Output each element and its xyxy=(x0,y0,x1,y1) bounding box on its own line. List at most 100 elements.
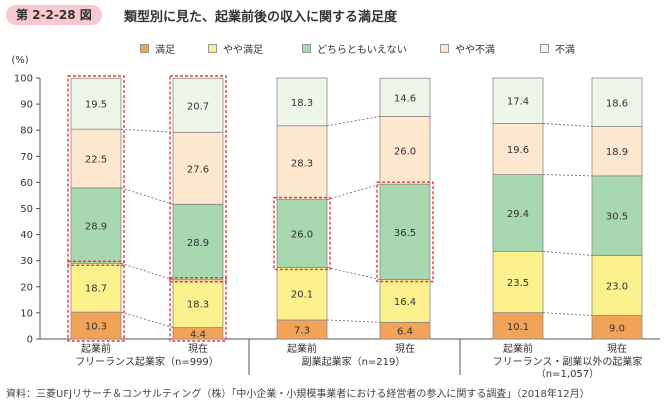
highlight-box xyxy=(273,196,331,271)
y-tick-label: 60 xyxy=(20,178,33,189)
connector-line xyxy=(542,174,593,177)
legend-label: どちらともいえない xyxy=(317,44,407,56)
bar-segment xyxy=(492,123,544,175)
bar-value-label: 28.9 xyxy=(187,238,209,249)
y-tick-label: 30 xyxy=(20,256,33,267)
bar-value-label: 28.3 xyxy=(291,159,313,170)
bar-segment xyxy=(379,77,431,117)
bar-value-label: 20.7 xyxy=(187,101,209,112)
bar-segment xyxy=(70,187,122,264)
bar-segment xyxy=(70,262,122,313)
legend-item-dochira-demo-nai: どちらともいえない xyxy=(302,40,407,56)
y-tick-label: 10 xyxy=(20,308,33,319)
bar-value-label: 9.0 xyxy=(609,323,625,334)
legend-swatch xyxy=(540,43,549,53)
bar-segment xyxy=(379,115,431,185)
y-tick-label: 20 xyxy=(20,282,33,293)
bar-value-label: 18.3 xyxy=(291,98,313,109)
y-tick-label: 80 xyxy=(20,126,33,137)
bar-value-label: 7.3 xyxy=(294,325,310,336)
bar-value-label: 23.0 xyxy=(606,281,628,292)
bar-value-label: 10.3 xyxy=(85,322,107,333)
bar-value-label: 14.6 xyxy=(394,93,416,104)
legend-swatch xyxy=(140,43,149,53)
connector-line xyxy=(542,123,593,127)
bar-segment xyxy=(492,77,544,124)
connector-line xyxy=(326,115,381,127)
bar-value-label: 27.6 xyxy=(187,164,209,175)
y-tick-label: 70 xyxy=(20,152,33,163)
x-group-label-line2: （n=1,057） xyxy=(536,368,599,380)
x-category-label: 現在 xyxy=(395,343,415,355)
highlight-box xyxy=(376,181,434,283)
bar-segment xyxy=(379,183,431,280)
legend-label: 不満 xyxy=(555,44,575,56)
bar-value-label: 19.6 xyxy=(507,145,529,156)
source-footnote: 資料：三菱UFJリサーチ＆コンサルティング（株）「中小企業・小規模事業者における… xyxy=(6,389,590,400)
bar-value-label: 22.5 xyxy=(85,155,107,166)
legend-swatch xyxy=(440,43,449,53)
legend-swatch xyxy=(208,43,217,53)
bar-value-label: 29.4 xyxy=(507,209,529,220)
connector-line xyxy=(542,250,593,256)
bar-segment xyxy=(591,175,643,256)
bar-segment xyxy=(172,131,224,205)
bar-segment xyxy=(276,267,328,321)
x-category-label: 起業前 xyxy=(503,342,533,355)
bar-value-label: 23.5 xyxy=(507,278,529,289)
bar-value-label: 4.4 xyxy=(190,329,206,340)
bar-segment xyxy=(379,279,431,323)
x-category-label: 現在 xyxy=(607,343,627,355)
connector-line xyxy=(120,128,174,133)
figure-number-badge: 第 2-2-28 図 xyxy=(6,5,102,25)
x-category-label: 現在 xyxy=(188,343,208,355)
x-category-label: 起業前 xyxy=(81,342,111,355)
highlight-box xyxy=(169,277,227,342)
bar-value-label: 10.1 xyxy=(507,322,529,333)
bar-segment xyxy=(591,77,643,127)
bar-segment xyxy=(591,255,643,316)
connector-line xyxy=(326,319,381,323)
highlight-box xyxy=(169,75,227,283)
connector-line xyxy=(326,267,381,280)
bar-segment xyxy=(492,174,544,252)
connector-line xyxy=(326,183,381,201)
figure-header: 第 2-2-28 図 類型別に見た、起業前後の収入に関する満足度 xyxy=(0,0,669,30)
bar-value-label: 17.4 xyxy=(507,97,529,108)
connector-line xyxy=(120,262,174,281)
bar-segment xyxy=(276,199,328,268)
highlight-box xyxy=(67,260,125,342)
bar-segment xyxy=(276,125,328,201)
bar-value-label: 6.4 xyxy=(397,327,413,338)
y-tick-label: 0 xyxy=(27,335,33,346)
bar-segment xyxy=(172,203,224,281)
legend-label: やや満足 xyxy=(223,44,263,56)
bar-segment xyxy=(276,77,328,127)
bar-value-label: 30.5 xyxy=(606,212,628,223)
bar-value-label: 28.9 xyxy=(85,222,107,233)
bar-value-label: 20.1 xyxy=(291,290,313,301)
bar-value-label: 36.5 xyxy=(394,228,416,239)
legend-item-fuman: 不満 xyxy=(540,40,575,56)
x-group-label: フリーランス起業家（n=999） xyxy=(75,355,219,368)
chart-legend: 満足 やや満足 どちらともいえない やや不満 不満 xyxy=(140,40,660,56)
bar-value-label: 18.9 xyxy=(606,147,628,158)
bar-value-label: 26.0 xyxy=(394,146,416,157)
highlight-box xyxy=(67,75,125,267)
legend-swatch xyxy=(302,43,311,53)
legend-item-yaya-manzoku: やや満足 xyxy=(208,40,263,56)
bar-segment xyxy=(492,312,544,340)
bar-segment xyxy=(172,77,224,133)
bar-segment xyxy=(70,311,122,340)
bar-value-label: 19.5 xyxy=(85,100,107,111)
legend-label: 満足 xyxy=(155,44,175,56)
legend-item-manzoku: 満足 xyxy=(140,40,175,56)
x-group-label: フリーランス・副業以外の起業家 xyxy=(493,355,643,368)
bar-value-label: 16.4 xyxy=(394,297,416,308)
y-tick-label: 50 xyxy=(20,204,33,215)
bar-segment xyxy=(70,77,122,130)
x-group-label: 副業起業家（n=219） xyxy=(302,355,406,368)
connector-line xyxy=(120,311,174,328)
connector-line xyxy=(120,187,174,205)
